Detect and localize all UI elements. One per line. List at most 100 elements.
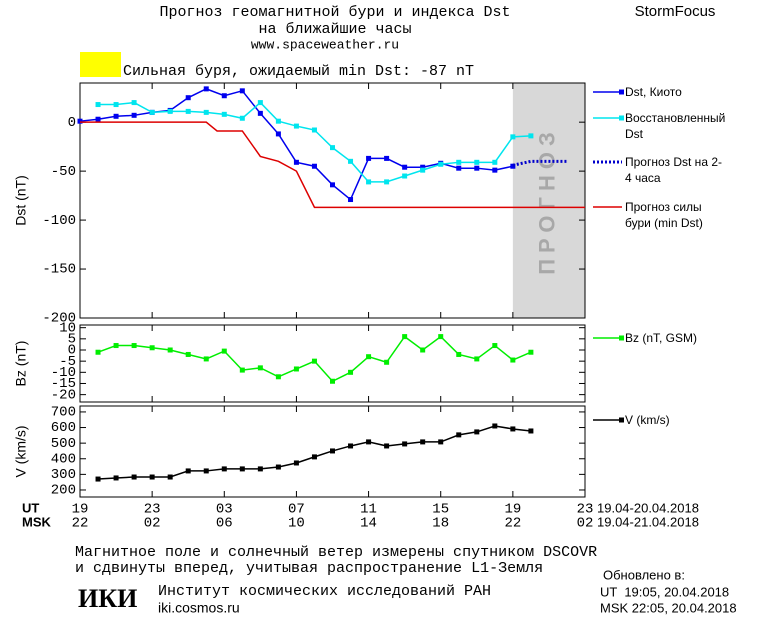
point bbox=[456, 351, 462, 357]
series-line bbox=[98, 101, 531, 183]
updated-ut: UT 19:05, 20.04.2018 bbox=[600, 584, 729, 599]
point bbox=[528, 349, 534, 355]
legend-marker bbox=[619, 115, 624, 121]
point bbox=[366, 439, 372, 445]
point bbox=[221, 93, 227, 99]
x-tick-label: 15 bbox=[432, 502, 449, 518]
point bbox=[113, 113, 119, 119]
point bbox=[95, 116, 101, 122]
y-tick-label: 0 bbox=[68, 343, 76, 359]
point bbox=[420, 167, 426, 173]
point bbox=[330, 182, 335, 188]
point bbox=[510, 357, 516, 363]
point bbox=[185, 351, 191, 357]
y-tick-label: 600 bbox=[51, 420, 76, 436]
point bbox=[257, 100, 263, 106]
point bbox=[149, 345, 155, 351]
point bbox=[239, 466, 245, 472]
point bbox=[510, 163, 516, 169]
x-tick-label-msk: 22 bbox=[504, 516, 521, 532]
point bbox=[492, 423, 498, 429]
x-axis-name: MSK bbox=[22, 514, 52, 529]
point bbox=[293, 460, 299, 466]
title: Прогноз геомагнитной бури и индекса Dst bbox=[159, 4, 510, 21]
point bbox=[348, 369, 354, 375]
point bbox=[438, 334, 444, 340]
x-tick-label: 03 bbox=[216, 502, 233, 518]
plot-frame bbox=[79, 82, 586, 319]
legend-marker bbox=[619, 417, 624, 423]
point bbox=[402, 173, 408, 179]
y-tick-label: -15 bbox=[51, 376, 76, 392]
point bbox=[275, 118, 281, 124]
y-tick-label: 0 bbox=[68, 115, 76, 131]
point bbox=[510, 134, 516, 140]
y-axis-label: Dst (nT) bbox=[13, 175, 29, 226]
point bbox=[203, 468, 209, 474]
point bbox=[167, 347, 173, 353]
point bbox=[203, 86, 209, 92]
forecast-band bbox=[512, 83, 585, 318]
point bbox=[131, 343, 137, 349]
point bbox=[366, 155, 372, 161]
x-tick-label-msk: 02 bbox=[577, 516, 594, 532]
storm-indicator bbox=[80, 52, 121, 77]
x-tick-label-msk: 02 bbox=[144, 516, 161, 532]
point bbox=[239, 88, 245, 94]
x-tick-label-msk: 22 bbox=[72, 516, 89, 532]
point bbox=[257, 466, 263, 472]
legend-label: Bz (nT, GSM) bbox=[625, 331, 698, 345]
brand: StormFocus bbox=[635, 3, 716, 20]
point bbox=[420, 439, 426, 445]
point bbox=[185, 468, 191, 474]
storm-label: Сильная буря, ожидаемый min Dst: -87 nT bbox=[123, 63, 474, 80]
point bbox=[293, 159, 299, 165]
point bbox=[239, 115, 245, 121]
date-range: 19.04-20.04.2018 bbox=[597, 500, 699, 515]
point bbox=[384, 359, 390, 365]
legend-label: V (km/s) bbox=[625, 413, 670, 427]
y-tick-label: 400 bbox=[51, 451, 76, 467]
y-tick-label: -100 bbox=[42, 213, 76, 229]
point bbox=[203, 109, 209, 115]
point bbox=[221, 111, 227, 117]
point bbox=[420, 164, 426, 170]
x-tick-label-msk: 14 bbox=[360, 516, 377, 532]
y-tick-label: -5 bbox=[59, 354, 76, 370]
y-tick-label: 10 bbox=[59, 320, 76, 336]
point bbox=[438, 161, 444, 167]
point bbox=[510, 426, 516, 432]
point bbox=[167, 108, 173, 114]
point bbox=[95, 476, 101, 482]
point bbox=[311, 163, 317, 169]
point bbox=[257, 110, 263, 116]
point bbox=[77, 118, 83, 124]
x-tick-label: 23 bbox=[144, 502, 161, 518]
x-tick-label: 19 bbox=[504, 502, 521, 518]
point bbox=[330, 448, 335, 454]
y-tick-label: 300 bbox=[51, 467, 76, 483]
y-axis-label: V (km/s) bbox=[13, 425, 29, 477]
point bbox=[131, 112, 137, 118]
forecast-label: ПРОГНОЗ bbox=[535, 126, 560, 275]
site: iki.cosmos.ru bbox=[158, 600, 240, 616]
point bbox=[348, 443, 354, 449]
point bbox=[474, 165, 480, 171]
y-tick-label: -50 bbox=[51, 164, 76, 180]
series-line bbox=[97, 425, 531, 480]
date-range: 19.04-21.04.2018 bbox=[597, 514, 699, 529]
point bbox=[113, 475, 119, 481]
point bbox=[330, 145, 335, 151]
point bbox=[402, 334, 408, 340]
y-tick-label: 500 bbox=[51, 436, 76, 452]
point bbox=[167, 474, 173, 480]
point bbox=[492, 159, 498, 165]
point bbox=[275, 374, 281, 380]
point bbox=[474, 429, 480, 435]
point bbox=[95, 349, 101, 355]
x-tick-label-msk: 18 bbox=[432, 516, 449, 532]
series-line bbox=[512, 159, 567, 167]
point bbox=[528, 428, 534, 434]
legend-label: Прогноз Dst на 2-4 часа bbox=[625, 155, 722, 185]
